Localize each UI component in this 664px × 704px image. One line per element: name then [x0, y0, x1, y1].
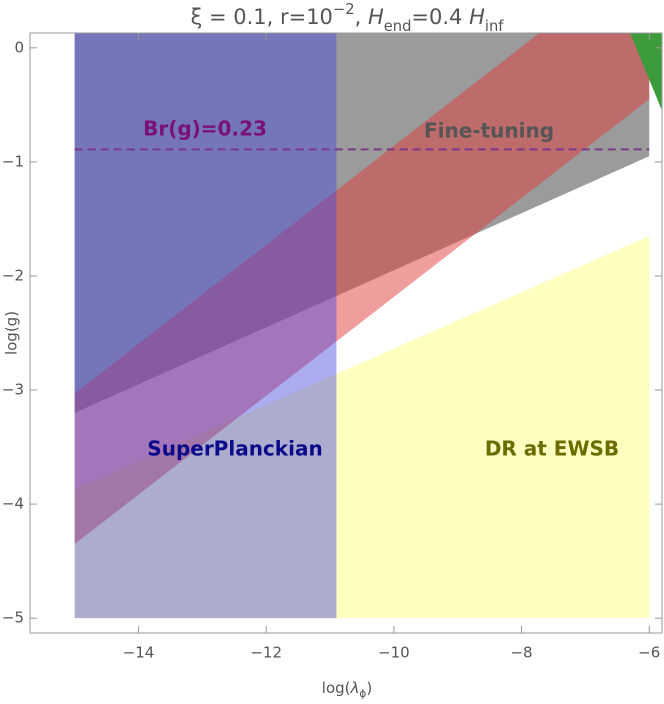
region-label: Fine-tuning	[424, 119, 554, 143]
text-part: H	[469, 5, 485, 29]
x-tick-label: −14	[123, 644, 155, 662]
y-tick-label: −2	[2, 266, 24, 284]
chart-title: ξ = 0.1, r=10−2, Hend=0.4 Hinf	[191, 1, 505, 35]
text-part: end	[384, 18, 412, 35]
text-part: )	[366, 679, 372, 697]
y-tick-label: −1	[2, 152, 24, 170]
region-label: SuperPlanckian	[147, 437, 322, 461]
line-label: Br(g)=0.23	[143, 117, 267, 141]
text-part: ξ = 0.1, r=10	[191, 5, 333, 29]
y-tick-label: −4	[2, 495, 24, 513]
region	[74, 33, 337, 619]
text-part: H	[368, 5, 384, 29]
x-tick-label: −10	[378, 644, 410, 662]
text-part: λ	[350, 679, 360, 697]
region	[74, 33, 650, 545]
x-tick-label: −8	[510, 644, 532, 662]
region-label: DR at EWSB	[485, 437, 619, 461]
text-part: inf	[485, 18, 504, 35]
text-part: =0.4	[411, 5, 469, 29]
x-tick-label: −12	[250, 644, 282, 662]
y-tick-label: 0	[14, 38, 24, 56]
region	[74, 236, 650, 619]
frame	[29, 32, 663, 634]
x-axis-label: log(λϕ)	[322, 679, 372, 701]
text-part: log(	[322, 679, 351, 697]
x-tick-label: −6	[638, 644, 660, 662]
y-axis-label: log(g)	[3, 311, 21, 355]
text-part: ,	[355, 5, 368, 29]
plot-area	[74, 33, 662, 619]
text-part: −2	[333, 1, 355, 18]
y-tick-label: −5	[2, 609, 24, 627]
region	[630, 33, 662, 111]
y-tick-label: −3	[2, 381, 24, 399]
text-part: ϕ	[359, 688, 366, 700]
